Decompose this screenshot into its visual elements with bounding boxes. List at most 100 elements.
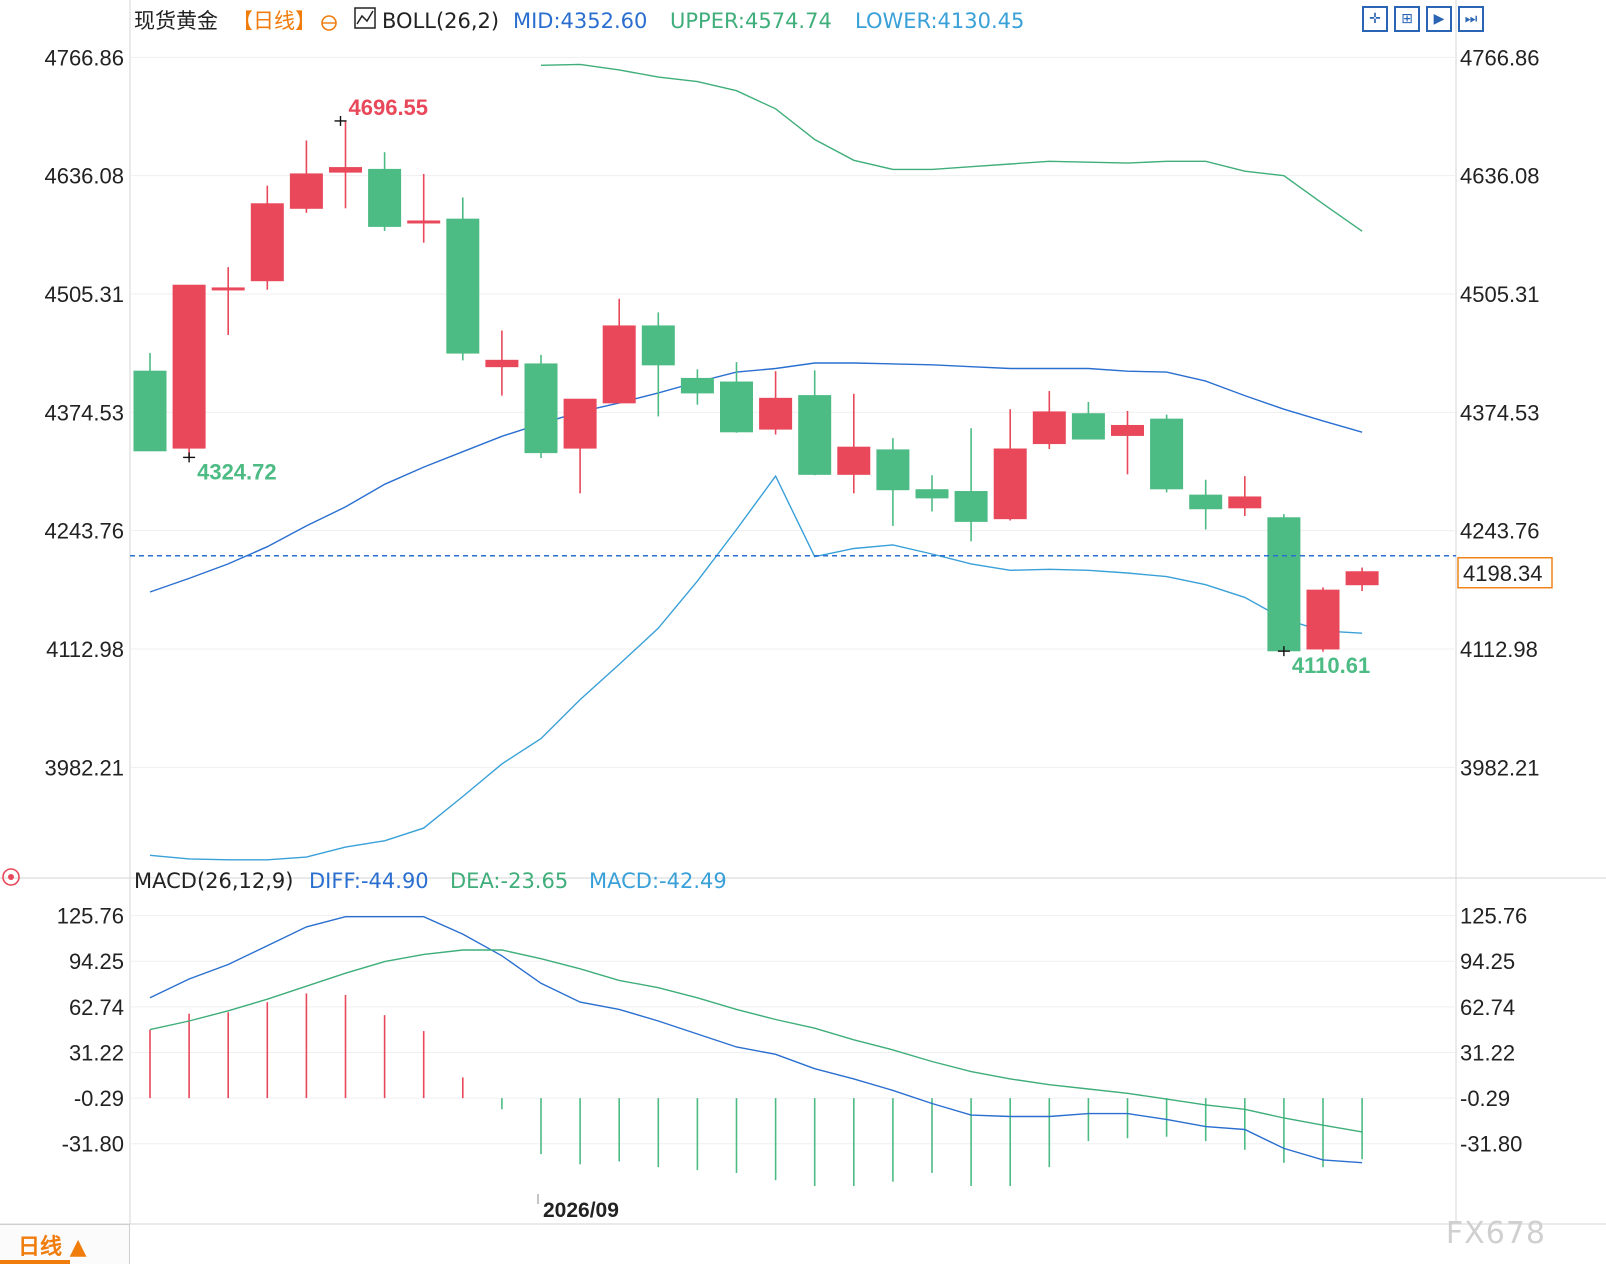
price-tick-left: 4505.31 <box>44 282 124 307</box>
candle[interactable] <box>211 267 245 335</box>
price-tick-right: 4505.31 <box>1460 282 1540 307</box>
candle[interactable] <box>954 428 988 542</box>
macd-dea-value: DEA:-23.65 <box>450 869 568 893</box>
candle-body <box>680 377 714 394</box>
macd-diff-value: DIFF:-44.90 <box>309 869 429 893</box>
period-tab-underline <box>0 1260 70 1264</box>
candle[interactable] <box>563 398 597 494</box>
period-tab-daily[interactable]: 日线 ▲ <box>0 1224 130 1264</box>
candle-body <box>798 395 832 475</box>
candle-body <box>1189 494 1223 510</box>
price-gridlines <box>130 56 1456 768</box>
candle[interactable] <box>798 370 832 476</box>
candle-body <box>368 168 402 227</box>
candle-body <box>1228 496 1262 509</box>
candle-body <box>407 220 441 224</box>
candle[interactable] <box>524 354 558 459</box>
boll-upper-value: UPPER:4574.74 <box>670 9 832 33</box>
price-tick-right: 4243.76 <box>1460 519 1540 544</box>
candle-body <box>563 398 597 449</box>
boll-upper-line <box>540 63 1363 232</box>
price-tick-left: 4636.08 <box>44 164 124 189</box>
candle[interactable] <box>641 312 675 417</box>
candle[interactable] <box>680 369 714 405</box>
candle[interactable] <box>720 362 753 433</box>
candle[interactable] <box>289 140 323 213</box>
crosshair-icon[interactable]: ✛ <box>1362 6 1388 32</box>
boll-bands <box>149 63 1363 861</box>
candle[interactable] <box>1111 410 1144 475</box>
candle[interactable] <box>1189 479 1223 530</box>
boll-mid-value: MID:4352.60 <box>513 9 647 33</box>
period-tag[interactable]: 【日线】 <box>232 9 316 33</box>
candle-body <box>602 325 636 404</box>
toolbar: ✛ ⊞ ▶ ⏭ <box>1362 6 1484 32</box>
macd-diff-line <box>149 916 1363 1164</box>
candle[interactable] <box>133 353 167 452</box>
price-tick-right: 4636.08 <box>1460 164 1540 189</box>
macd-gridlines <box>130 915 1456 1145</box>
instrument-name: 现货黄金 <box>134 9 218 33</box>
candle[interactable] <box>329 120 362 209</box>
macd-axis-labels: 125.76 125.76 94.25 94.25 62.74 62.74 31.22 31.… <box>57 904 1528 1157</box>
boll-indicator-label[interactable]: BOLL(26,2) <box>382 9 499 33</box>
candle-body <box>172 284 206 449</box>
annotation-label: 4696.55 <box>349 95 429 120</box>
current-price-tag-text: 4198.34 <box>1463 561 1543 586</box>
candle[interactable] <box>1032 391 1066 449</box>
candle[interactable] <box>1071 401 1105 440</box>
candle-body <box>446 218 480 354</box>
macd-histogram <box>149 993 1363 1186</box>
settings-gear-icon[interactable] <box>321 15 337 31</box>
candle[interactable] <box>1306 587 1340 652</box>
macd-tick-right: 94.25 <box>1460 949 1515 974</box>
price-tick-left: 4112.98 <box>46 637 124 662</box>
candle[interactable] <box>876 438 910 526</box>
candle-body <box>1345 571 1379 586</box>
price-tick-right: 4112.98 <box>1460 637 1538 662</box>
indicator-chart-icon[interactable] <box>354 7 376 29</box>
candle[interactable] <box>250 185 284 290</box>
step-forward-icon[interactable]: ▶ <box>1426 6 1452 32</box>
candlesticks[interactable] <box>133 120 1379 652</box>
candle[interactable] <box>446 197 480 361</box>
candle-body <box>485 359 519 368</box>
macd-tick-left: -31.80 <box>62 1132 124 1157</box>
jump-end-icon[interactable]: ⏭ <box>1458 6 1484 32</box>
candle[interactable] <box>485 330 519 396</box>
macd-tick-right: 125.76 <box>1460 904 1527 929</box>
macd-tick-right: -31.80 <box>1460 1132 1522 1157</box>
candle[interactable] <box>407 173 441 243</box>
price-tick-left: 4374.53 <box>44 400 124 425</box>
macd-indicator-label[interactable]: MACD(26,12,9) <box>134 869 294 893</box>
candle-body <box>1267 517 1301 652</box>
candle[interactable] <box>993 409 1027 521</box>
candle-body <box>837 446 871 475</box>
candle[interactable] <box>172 284 206 458</box>
candle[interactable] <box>1267 514 1301 652</box>
candle-body <box>133 370 167 452</box>
candle[interactable] <box>1345 567 1379 592</box>
macd-settings-icon[interactable] <box>2 868 20 886</box>
candle[interactable] <box>837 393 871 494</box>
boll-lower-value: LOWER:4130.45 <box>855 9 1024 33</box>
candle-body <box>954 491 988 522</box>
macd-lines <box>149 916 1363 1164</box>
macd-tick-left: 31.22 <box>69 1040 124 1065</box>
boll-mid-line <box>149 362 1363 593</box>
candle[interactable] <box>759 371 793 435</box>
candle[interactable] <box>368 152 402 231</box>
watermark-logo: FX678 <box>1445 1216 1546 1251</box>
macd-tick-left: 94.25 <box>69 949 124 974</box>
macd-tick-left: -0.29 <box>74 1086 124 1111</box>
candle[interactable] <box>915 475 949 512</box>
zoom-in-icon[interactable]: ⊞ <box>1394 6 1420 32</box>
candle-body <box>1071 413 1105 440</box>
candle[interactable] <box>602 298 636 404</box>
macd-macd-value: MACD:-42.49 <box>589 869 727 893</box>
candle-body <box>211 287 245 291</box>
macd-tick-right: 62.74 <box>1460 995 1515 1020</box>
candle[interactable] <box>1228 476 1262 516</box>
candle[interactable] <box>1150 414 1184 493</box>
